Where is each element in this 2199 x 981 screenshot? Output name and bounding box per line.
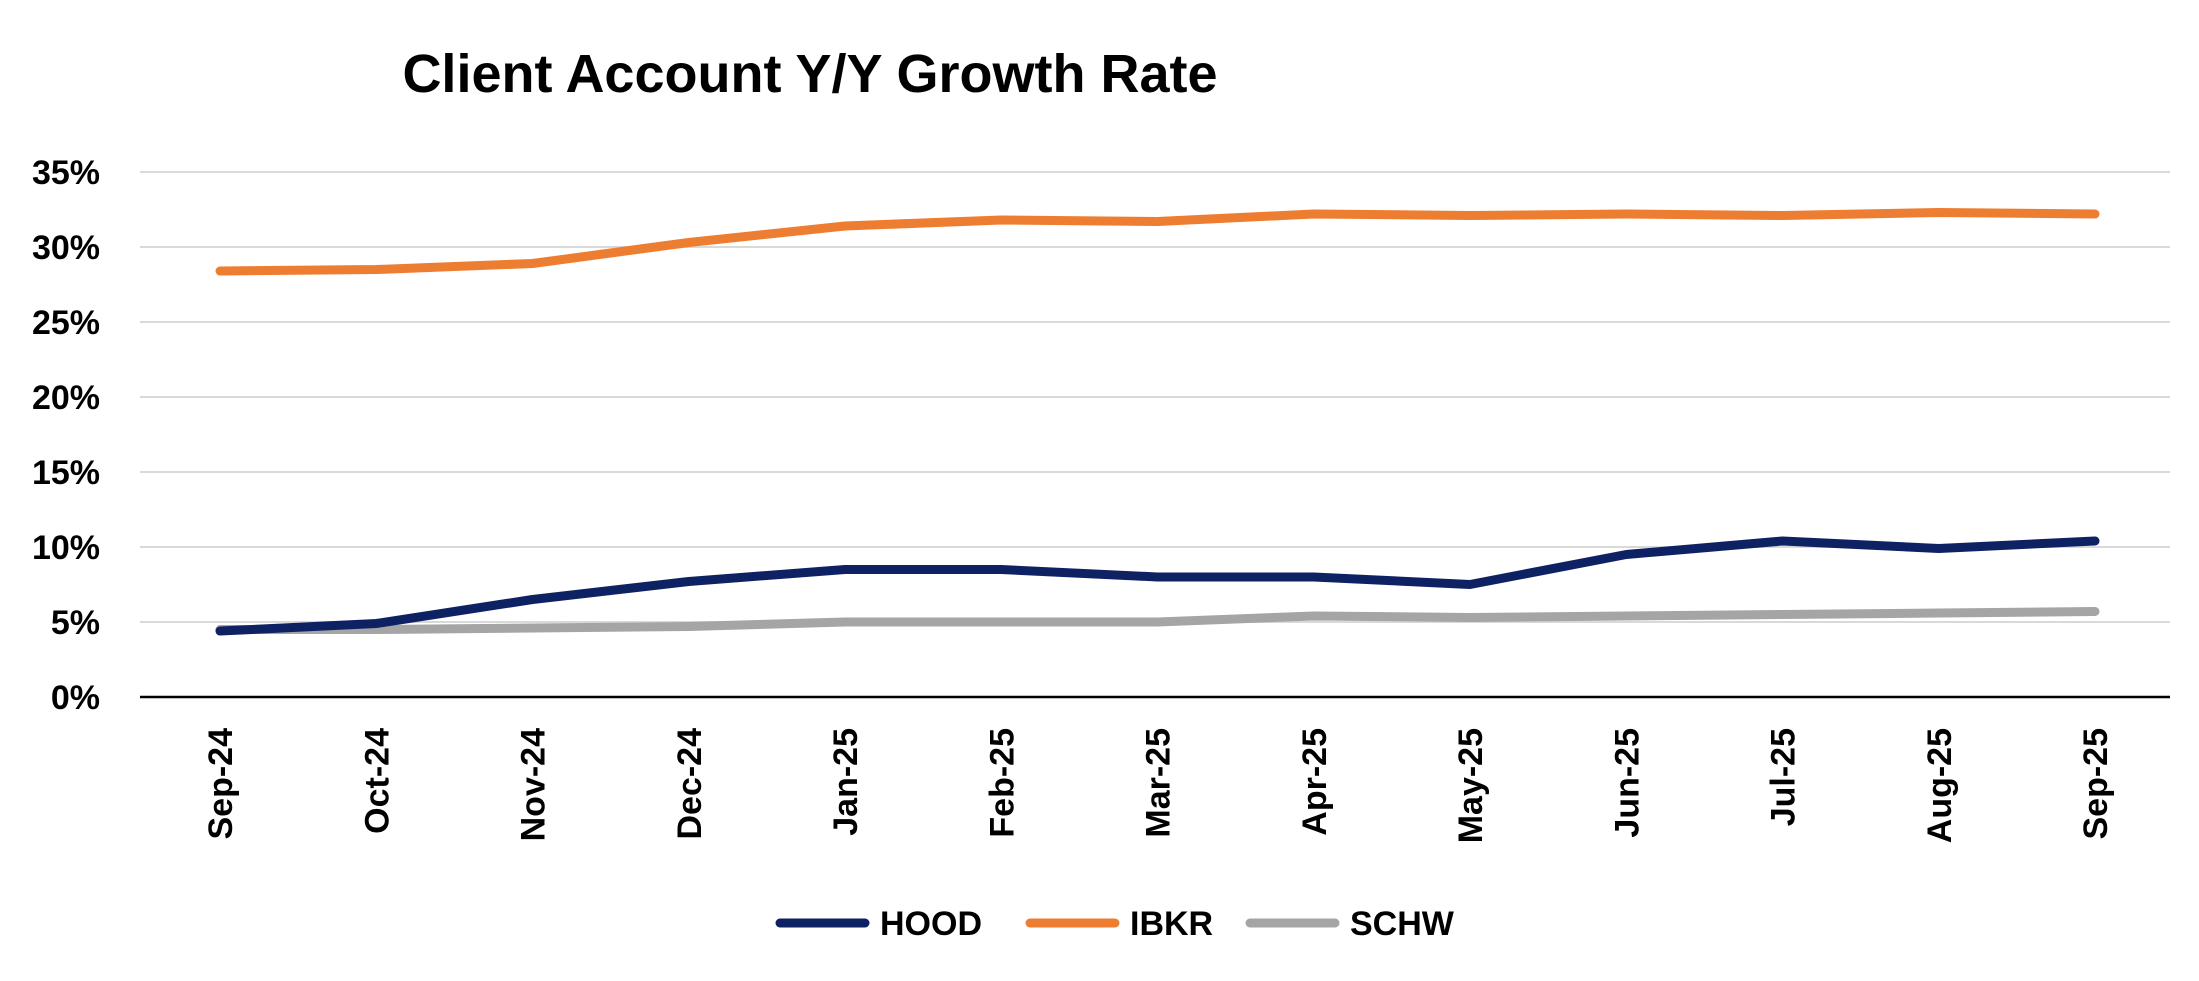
series-lines — [215, 208, 2100, 636]
y-tick-label: 35% — [32, 154, 100, 192]
series-line-schw — [215, 607, 2100, 634]
x-tick-label: Apr-25 — [1296, 728, 1334, 836]
y-tick-label: 5% — [51, 604, 100, 642]
x-tick-label: Jul-25 — [1765, 728, 1803, 826]
legend: HOOD IBKR SCHW — [775, 905, 1455, 943]
legend-label-schw: SCHW — [1350, 905, 1455, 943]
x-tick-label: Dec-24 — [671, 728, 709, 840]
x-tick-label: Sep-25 — [2077, 728, 2115, 840]
chart-title: Client Account Y/Y Growth Rate — [402, 44, 1217, 104]
x-tick-label: Mar-25 — [1140, 728, 1178, 838]
x-axis-ticks: Sep-24 Oct-24 Nov-24 Dec-24 Jan-25 Feb-25 Mar-… — [202, 728, 2115, 843]
legend-label-ibkr: IBKR — [1130, 905, 1213, 943]
y-tick-label: 20% — [32, 379, 100, 417]
y-axis-ticks: 0% 5% 10% 15% 20% 25% 30% 35% — [32, 154, 100, 717]
x-tick-label: Sep-24 — [202, 728, 240, 840]
gridlines — [140, 171, 2170, 623]
x-tick-label: Feb-25 — [983, 728, 1021, 838]
y-tick-label: 15% — [32, 454, 100, 492]
series-line-hood — [215, 536, 2100, 636]
x-tick-label: Aug-25 — [1921, 728, 1959, 843]
series-line-ibkr — [215, 208, 2100, 276]
y-tick-label: 10% — [32, 529, 100, 567]
x-tick-label: May-25 — [1452, 728, 1490, 843]
x-tick-label: Nov-24 — [515, 728, 553, 841]
y-tick-label: 25% — [32, 304, 100, 342]
x-tick-label: Jan-25 — [827, 728, 865, 836]
y-tick-label: 0% — [51, 679, 100, 717]
legend-label-hood: HOOD — [880, 905, 982, 943]
x-tick-label: Jun-25 — [1608, 728, 1646, 838]
y-tick-label: 30% — [32, 229, 100, 267]
x-tick-label: Oct-24 — [358, 728, 396, 834]
